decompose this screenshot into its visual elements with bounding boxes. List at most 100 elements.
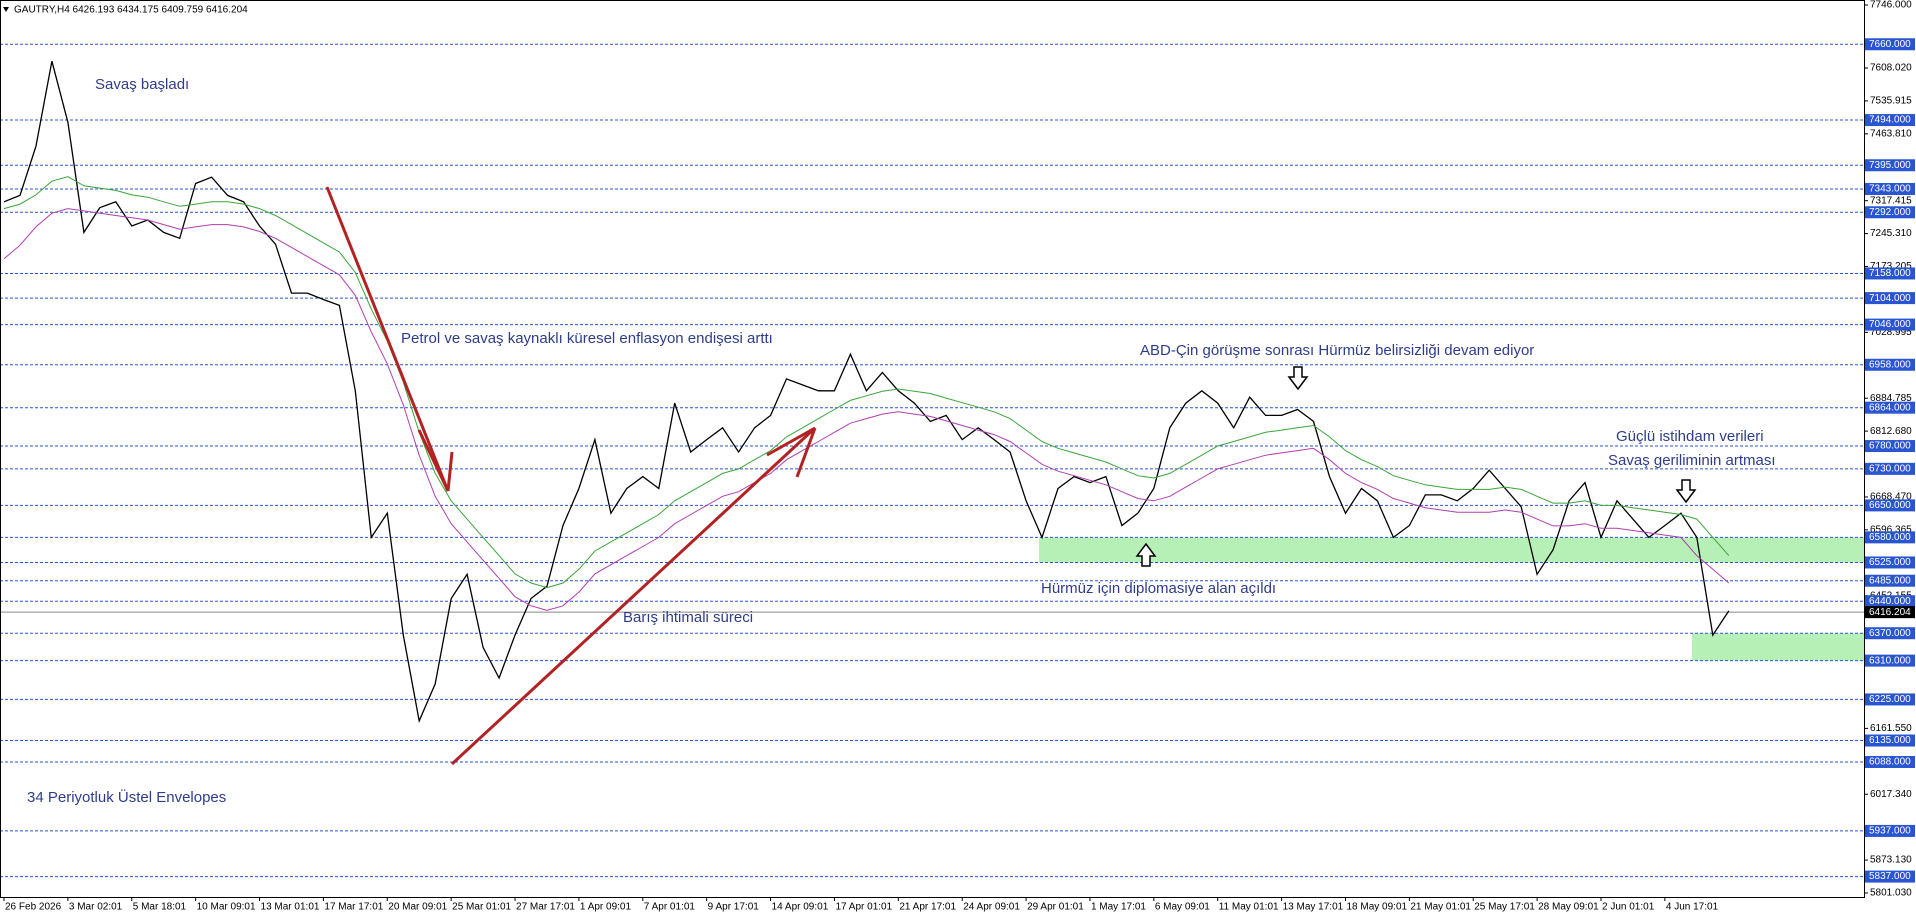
x-tick-label: 18 May 09:01 (1346, 902, 1407, 913)
signal-arrows (1135, 366, 1697, 567)
y-tick-label: 6017.340 (1870, 789, 1912, 800)
y-tick-label: 7463.810 (1870, 128, 1912, 139)
level-label-box (1865, 38, 1915, 51)
y-tick-label: 6668.470 (1870, 492, 1912, 503)
x-tick-label: 14 Apr 09:01 (772, 902, 829, 913)
level-label: 7494.000 (1869, 115, 1911, 126)
y-tick-label: 5801.030 (1870, 888, 1912, 899)
last-price-box (1865, 606, 1915, 619)
level-label-box (1865, 574, 1915, 587)
x-tick-label: 24 Apr 09:01 (963, 902, 1020, 913)
level-label-box (1865, 358, 1915, 371)
level-label-box (1865, 159, 1915, 172)
level-label-box (1865, 627, 1915, 640)
level-label-box (1865, 206, 1915, 219)
annotation: Güçlü istihdam verileri (1616, 428, 1764, 445)
arrow-head (766, 426, 816, 457)
x-tick-label: 13 May 17:01 (1283, 902, 1344, 913)
annotation: ABD-Çin görüşme sonrası Hürmüz belirsizl… (1140, 342, 1534, 359)
level-label-box (1865, 824, 1915, 837)
annotation: Hürmüz için diplomasiye alan açıldı (1041, 580, 1276, 597)
level-label: 7292.000 (1869, 207, 1911, 218)
zone (1692, 633, 1864, 661)
x-tick-label: 9 Apr 17:01 (708, 902, 760, 913)
chart-header: GAUTRY,H4 6426.193 6434.175 6409.759 641… (14, 5, 248, 16)
level-label: 6485.000 (1869, 575, 1911, 586)
x-tick-label: 25 May 17:01 (1474, 902, 1535, 913)
x-tick-label: 20 Mar 09:01 (388, 902, 447, 913)
x-tick-label: 1 Apr 09:01 (580, 902, 632, 913)
annotation: Savaş geriliminin artması (1608, 452, 1776, 469)
y-tick-label: 6812.680 (1870, 426, 1912, 437)
y-tick-label: 7173.205 (1870, 261, 1912, 272)
x-tick-label: 29 Apr 01:01 (1027, 902, 1084, 913)
level-label: 5937.000 (1869, 826, 1911, 837)
level-label: 6580.000 (1869, 532, 1911, 543)
y-tick-label: 7028.995 (1870, 327, 1912, 338)
x-tick-label: 1 May 17:01 (1091, 902, 1146, 913)
x-tick-label: 21 May 01:01 (1410, 902, 1471, 913)
x-tick-label: 6 May 09:01 (1155, 902, 1210, 913)
level-label: 6135.000 (1869, 735, 1911, 746)
x-tick-label: 25 Mar 01:01 (452, 902, 511, 913)
zones (1039, 537, 1864, 661)
level-label: 6525.000 (1869, 557, 1911, 568)
y-tick-label: 7535.915 (1870, 96, 1912, 107)
envelope-line (3, 176, 1730, 589)
y-tick-label: 6596.365 (1870, 525, 1912, 536)
level-label: 7343.000 (1869, 184, 1911, 195)
level-label: 7046.000 (1869, 319, 1911, 330)
annotations: Savaş başladı Petrol ve savaş kaynaklı kü… (27, 76, 1776, 806)
price-line (3, 61, 1730, 724)
level-label-box (1865, 734, 1915, 747)
level-label-box (1865, 595, 1915, 608)
level-label: 7395.000 (1869, 160, 1911, 171)
level-label-box (1865, 499, 1915, 512)
y-tick-label: 6884.785 (1870, 393, 1912, 404)
up-arrow (1135, 542, 1157, 567)
level-label-box (1865, 401, 1915, 414)
level-label-box (1865, 654, 1915, 667)
level-label-box (1865, 755, 1915, 768)
annotation: Petrol ve savaş kaynaklı küresel enflasy… (401, 330, 773, 347)
level-label: 6864.000 (1869, 402, 1911, 413)
level-label: 6958.000 (1869, 359, 1911, 370)
level-label: 6225.000 (1869, 694, 1911, 705)
level-label: 6088.000 (1869, 757, 1911, 768)
level-label: 7158.000 (1869, 268, 1911, 279)
level-label-box (1865, 870, 1915, 883)
level-label-box (1865, 114, 1915, 127)
x-tick-label: 5 Mar 18:01 (133, 902, 187, 913)
x-tick-label: 3 Mar 02:01 (69, 902, 123, 913)
down-arrow (1287, 366, 1309, 391)
level-label: 6650.000 (1869, 500, 1911, 511)
y-tick-label: 6161.550 (1870, 723, 1912, 734)
x-tick-label: 10 Mar 09:01 (197, 902, 256, 913)
envelope-line (3, 208, 1730, 611)
x-tick-label: 4 Jun 17:01 (1666, 902, 1719, 913)
x-tick-label: 7 Apr 01:01 (644, 902, 696, 913)
y-tick-label: 7746.000 (1870, 0, 1912, 11)
level-label: 7104.000 (1869, 293, 1911, 304)
y-tick-label: 7317.415 (1870, 195, 1912, 206)
arrow (450, 426, 817, 766)
level-label: 6440.000 (1869, 596, 1911, 607)
level-label-box (1865, 462, 1915, 475)
annotation: Barış ihtimali süreci (623, 609, 753, 626)
arrow (325, 186, 450, 492)
x-tick-label: 17 Mar 17:01 (324, 902, 383, 913)
level-label-box (1865, 182, 1915, 195)
level-label-box (1865, 693, 1915, 706)
x-tick-label: 27 Mar 17:01 (516, 902, 575, 913)
last-price-label: 6416.204 (1869, 607, 1911, 618)
annotation: 34 Periyotluk Üstel Envelopes (27, 788, 226, 806)
level-label-box (1865, 440, 1915, 453)
x-tick-label: 28 May 09:01 (1538, 902, 1599, 913)
annotation: Savaş başladı (95, 76, 189, 93)
level-label: 7660.000 (1869, 39, 1911, 50)
level-label-box (1865, 267, 1915, 280)
arrow-head (446, 451, 454, 492)
level-label-box (1865, 292, 1915, 305)
